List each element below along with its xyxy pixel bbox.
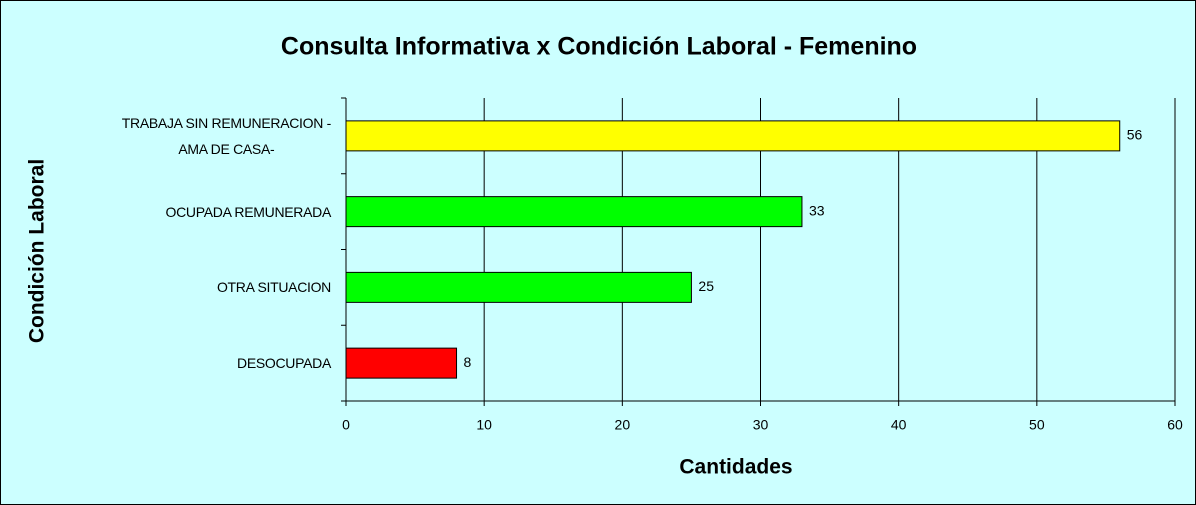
x-tick-label: 20 (615, 417, 631, 433)
data-label: 33 (809, 202, 825, 218)
x-tick-label: 30 (753, 417, 769, 433)
bar (345, 347, 458, 379)
x-tick-label: 40 (891, 417, 907, 433)
chart-title: Consulta Informativa x Condición Laboral… (281, 33, 917, 61)
y-tick-label: TRABAJA SIN REMUNERACION - AMA DE CASA- (121, 114, 332, 157)
bar (345, 120, 1121, 152)
x-tick-label: 60 (1167, 417, 1183, 433)
x-axis-title: Cantidades (679, 456, 792, 479)
y-axis-title: Condición Laboral (26, 159, 49, 343)
y-tick-label: OTRA SITUACION (216, 279, 331, 296)
bar (345, 196, 803, 228)
data-label: 56 (1127, 127, 1143, 143)
data-label: 8 (464, 354, 472, 370)
y-tick-label: OCUPADA REMUNERADA (165, 203, 332, 220)
data-label: 25 (698, 278, 714, 294)
x-tick-label: 50 (1029, 417, 1045, 433)
bar (345, 271, 692, 303)
x-tick-label: 0 (342, 417, 350, 433)
y-tick-label: DESOCUPADA (237, 355, 331, 372)
x-tick-label: 10 (476, 417, 492, 433)
